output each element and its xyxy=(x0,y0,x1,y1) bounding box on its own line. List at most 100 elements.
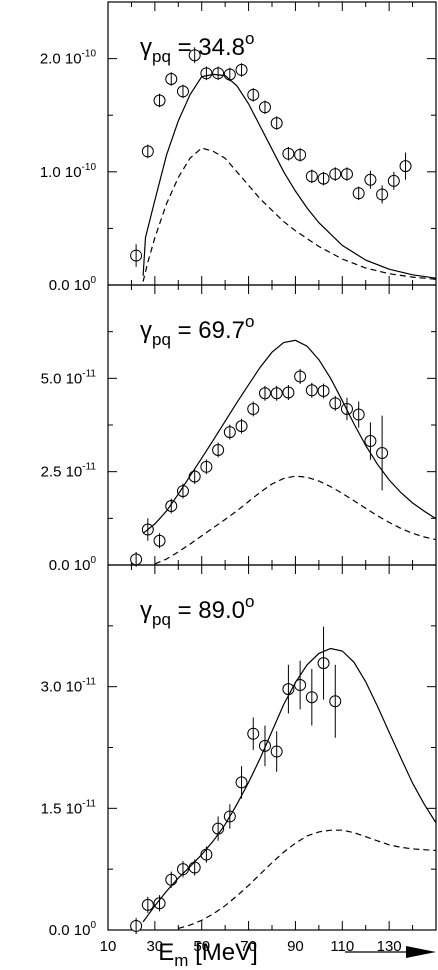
data-point xyxy=(294,369,307,384)
model-curve-solid xyxy=(142,339,436,534)
data-point xyxy=(282,146,295,161)
panel-title-subscript: pq xyxy=(152,330,171,349)
y-tick-label: 2.5 10-11 xyxy=(41,462,97,481)
data-point xyxy=(399,152,412,180)
panel-frame xyxy=(107,284,437,566)
panel-title-subscript: pq xyxy=(152,47,171,66)
data-point xyxy=(247,717,260,750)
x-tick-label: 70 xyxy=(240,938,257,955)
y-tick-label: 5.0 10-11 xyxy=(41,368,97,387)
x-tick-label: 110 xyxy=(330,938,354,955)
data-point xyxy=(247,401,260,417)
x-axis-title-subscript: m xyxy=(174,951,188,970)
panel-title-superscript: o xyxy=(245,312,254,331)
data-point xyxy=(188,469,201,484)
y-tick-label: 3.0 10-11 xyxy=(41,677,97,696)
data-point xyxy=(176,861,189,878)
panel-title-superscript: o xyxy=(245,29,254,48)
data-point xyxy=(141,896,154,913)
data-point xyxy=(165,72,178,86)
y-tick-exponent: -10 xyxy=(82,162,97,173)
panel-title: γpq = 34.8o xyxy=(140,29,254,66)
panel-title-symbol: γ xyxy=(140,34,152,61)
y-tick-label: 0.0 100 xyxy=(49,275,97,294)
data-point xyxy=(153,895,166,912)
panel-title-value: = 69.7 xyxy=(171,317,245,344)
panel-1: 0.0 100 1.0 10-10 2.0 10-10 γpq = 34.8o xyxy=(40,1,437,294)
data-point xyxy=(141,144,154,159)
y-tick-label: 1.5 10-11 xyxy=(41,798,97,817)
panel-title-value: = 34.8 xyxy=(171,34,245,61)
data-point xyxy=(200,459,213,475)
panel-3: 0.0 100 1.5 10-11 3.0 10-11 γpq = 89.0o xyxy=(41,564,437,939)
panel-title-symbol: γ xyxy=(140,597,152,624)
data-point xyxy=(329,167,342,181)
model-curve-dashed xyxy=(142,147,436,282)
panel-title: γpq = 89.0o xyxy=(140,592,254,629)
panel-frame xyxy=(107,1,437,286)
y-tick-label: 0.0 100 xyxy=(49,555,97,574)
data-point xyxy=(294,660,307,710)
data-point xyxy=(200,66,213,81)
y-tick-label: 0.0 100 xyxy=(49,920,97,939)
data-point xyxy=(305,169,318,184)
data-point xyxy=(329,664,342,738)
x-axis-arrow-head xyxy=(406,946,436,958)
panel-title-symbol: γ xyxy=(140,317,152,344)
data-point xyxy=(329,395,342,411)
data-point xyxy=(235,766,248,799)
y-tick-exponent: -11 xyxy=(82,677,96,688)
data-point xyxy=(305,668,318,726)
x-axis-title-symbol: E xyxy=(158,939,174,966)
panel-title: γpq = 69.7o xyxy=(140,312,254,349)
y-tick-exponent: 0 xyxy=(90,920,96,931)
data-point xyxy=(340,167,353,181)
data-point xyxy=(376,185,389,204)
y-tick-exponent: -11 xyxy=(82,368,96,379)
x-tick-label: 10 xyxy=(100,938,117,955)
data-point xyxy=(130,917,143,935)
y-tick-exponent: -10 xyxy=(82,49,97,60)
model-curve-solid xyxy=(142,73,436,279)
data-point xyxy=(188,47,201,64)
data-point xyxy=(258,100,271,115)
x-tick-label: 30 xyxy=(147,938,164,955)
model-curve-dashed xyxy=(178,829,436,929)
data-point xyxy=(235,63,248,77)
data-point xyxy=(153,93,166,108)
panel-title-value: = 89.0 xyxy=(171,597,245,624)
data-point xyxy=(176,84,189,99)
x-tick-label: 50 xyxy=(193,938,210,955)
y-tick-label: 1.0 10-10 xyxy=(40,162,97,181)
y-tick-exponent: 0 xyxy=(90,555,96,566)
y-tick-exponent: 0 xyxy=(90,275,96,286)
data-point xyxy=(235,418,248,434)
data-point xyxy=(153,533,166,549)
panel-title-subscript: pq xyxy=(152,610,171,629)
panel-title-superscript: o xyxy=(245,592,254,611)
data-point xyxy=(247,88,260,102)
data-point xyxy=(223,424,236,440)
data-point xyxy=(376,415,389,491)
data-point xyxy=(317,383,330,399)
x-axis-title: Em [MeV] xyxy=(158,939,258,970)
data-point xyxy=(364,170,377,189)
data-point xyxy=(270,116,283,130)
data-point xyxy=(317,626,330,700)
y-tick-exponent: -11 xyxy=(82,462,96,473)
data-point xyxy=(282,385,295,400)
model-curve-solid xyxy=(142,647,436,923)
y-tick-exponent: -11 xyxy=(82,798,96,809)
data-point xyxy=(270,385,283,401)
data-point xyxy=(294,148,307,162)
data-point xyxy=(352,401,365,428)
data-point xyxy=(258,385,271,401)
data-point xyxy=(352,186,365,201)
data-point xyxy=(317,171,330,186)
panel-2: 0.0 100 2.5 10-11 5.0 10-11 γpq = 69.7o xyxy=(41,284,437,574)
x-tick-label: 90 xyxy=(287,938,304,955)
data-point xyxy=(387,171,400,190)
y-tick-label: 2.0 10-10 xyxy=(40,49,97,68)
data-point xyxy=(270,731,283,772)
